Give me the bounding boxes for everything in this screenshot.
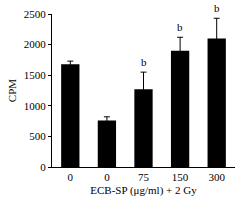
svg-text:75: 75 <box>138 171 150 183</box>
svg-text:CPM: CPM <box>6 79 18 102</box>
svg-text:b: b <box>177 21 183 33</box>
svg-text:300: 300 <box>208 171 225 183</box>
svg-text:0: 0 <box>40 161 46 173</box>
svg-text:ECB-SP (μg/ml) + 2 Gy: ECB-SP (μg/ml) + 2 Gy <box>90 184 197 197</box>
svg-text:1000: 1000 <box>24 100 47 112</box>
svg-text:1500: 1500 <box>24 69 47 81</box>
svg-text:2500: 2500 <box>24 8 47 20</box>
svg-text:b: b <box>214 2 220 14</box>
svg-text:0: 0 <box>68 171 74 183</box>
svg-text:500: 500 <box>29 130 46 142</box>
svg-text:b: b <box>141 56 147 68</box>
svg-text:0: 0 <box>104 171 110 183</box>
svg-text:2000: 2000 <box>24 38 47 50</box>
svg-text:150: 150 <box>172 171 189 183</box>
